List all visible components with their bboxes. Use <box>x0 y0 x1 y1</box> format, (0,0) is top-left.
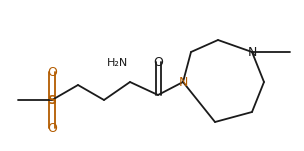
Text: S: S <box>47 93 57 106</box>
Text: O: O <box>47 66 57 79</box>
Text: N: N <box>247 45 257 58</box>
Text: N: N <box>178 76 188 88</box>
Text: O: O <box>153 56 163 69</box>
Text: O: O <box>47 122 57 135</box>
Text: H₂N: H₂N <box>107 58 129 68</box>
